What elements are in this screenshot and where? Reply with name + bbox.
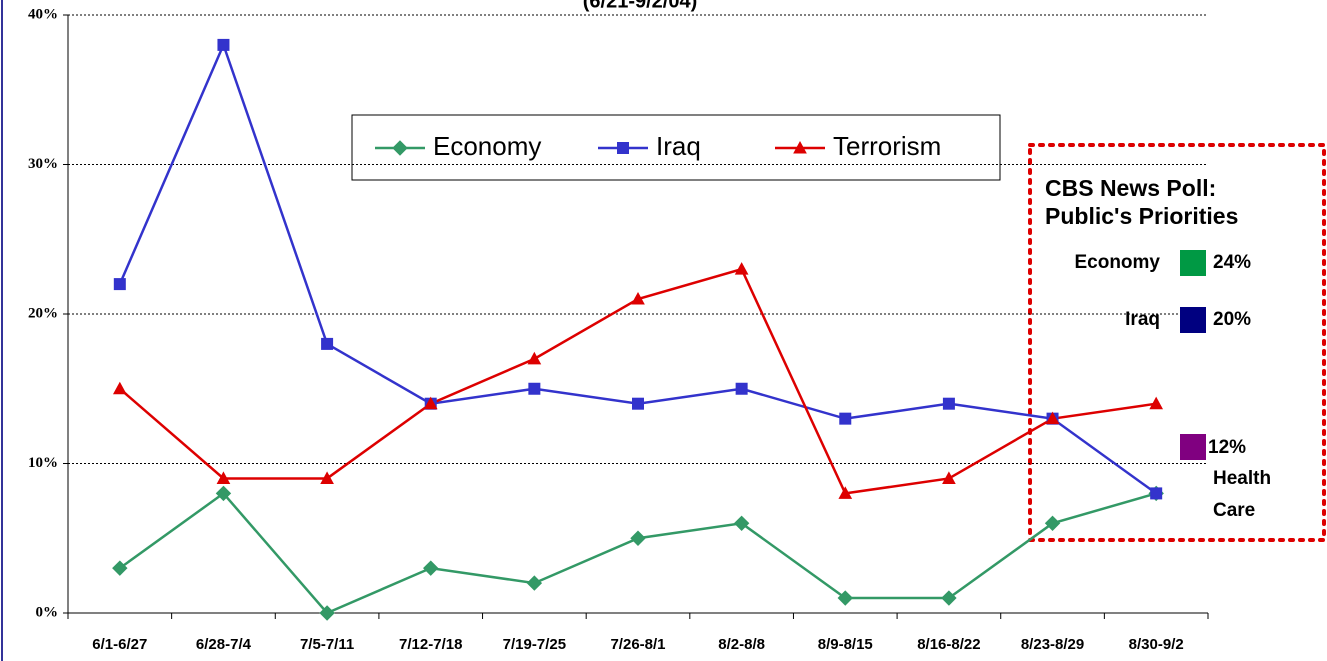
data-point	[1044, 515, 1061, 532]
legend-label: Iraq	[656, 131, 701, 161]
x-tick-label: 6/28-7/4	[196, 636, 252, 653]
data-point	[319, 605, 335, 621]
data-point	[423, 560, 439, 576]
x-tick-label: 6/1-6/27	[92, 636, 147, 653]
y-tick-label: 20%	[28, 305, 58, 321]
data-point	[632, 397, 644, 410]
x-tick-label: 7/26-8/1	[610, 636, 665, 653]
data-point	[112, 560, 128, 576]
data-point	[734, 262, 749, 275]
annotation-box	[1028, 143, 1326, 542]
y-tick-label: 0%	[36, 604, 59, 620]
data-point	[217, 38, 230, 51]
annotation-value: 12%	[1208, 437, 1246, 458]
legend-label: Economy	[433, 131, 541, 161]
data-point	[528, 382, 541, 395]
x-tick-label: 8/2-8/8	[718, 636, 765, 653]
data-point	[112, 381, 127, 395]
x-tick-label: 8/30-9/2	[1129, 636, 1184, 653]
annotation-name-wrap: Health Care	[1213, 468, 1272, 521]
annotation-swatch	[1180, 307, 1206, 333]
legend-marker	[392, 140, 408, 156]
data-point	[942, 397, 955, 410]
data-point	[1150, 487, 1163, 500]
annotation-name: Health Care	[1213, 468, 1272, 521]
annotation-swatch	[1180, 250, 1206, 276]
data-point	[321, 337, 334, 350]
y-tick-label: 30%	[28, 156, 58, 172]
data-point	[838, 486, 853, 499]
legend-marker	[793, 140, 807, 154]
data-point	[423, 396, 438, 410]
data-point	[527, 351, 542, 365]
data-point	[215, 485, 232, 502]
data-point	[942, 471, 956, 484]
x-tick-label: 8/9-8/15	[818, 636, 873, 653]
annotation-title: CBS News Poll:	[1045, 175, 1216, 201]
data-point	[320, 471, 334, 484]
annotation-value: 20%	[1213, 309, 1251, 330]
data-point	[113, 278, 126, 291]
chart-subtitle: (6/21-9/2/04)	[583, 0, 698, 12]
data-point	[837, 590, 853, 606]
annotation-swatch	[1180, 434, 1206, 460]
data-point	[735, 382, 748, 395]
data-point	[1045, 411, 1060, 425]
x-tick-label: 8/23-8/29	[1021, 636, 1084, 653]
data-point	[630, 530, 646, 546]
data-point	[1149, 396, 1164, 410]
data-point	[839, 412, 852, 425]
annotation-name: Iraq	[1125, 309, 1160, 330]
data-point	[526, 575, 543, 591]
y-tick-label: 10%	[28, 455, 58, 471]
legend-label: Terrorism	[833, 131, 941, 161]
data-point	[216, 471, 231, 484]
y-tick-label: 40%	[28, 6, 58, 22]
annotation-title: Public's Priorities	[1045, 203, 1238, 229]
annotation-value: 24%	[1213, 252, 1251, 273]
x-tick-label: 7/19-7/25	[503, 636, 566, 653]
data-point	[733, 515, 750, 532]
x-tick-label: 7/12-7/18	[399, 636, 462, 653]
annotation-name: Economy	[1074, 252, 1160, 273]
series-line	[119, 491, 1157, 615]
legend-marker	[617, 142, 629, 154]
data-point	[631, 292, 645, 305]
x-tick-label: 8/16-8/22	[917, 636, 980, 653]
series-line	[118, 41, 1157, 495]
x-tick-label: 7/5-7/11	[300, 636, 354, 653]
data-point	[941, 590, 957, 606]
legend-box	[351, 114, 1001, 181]
